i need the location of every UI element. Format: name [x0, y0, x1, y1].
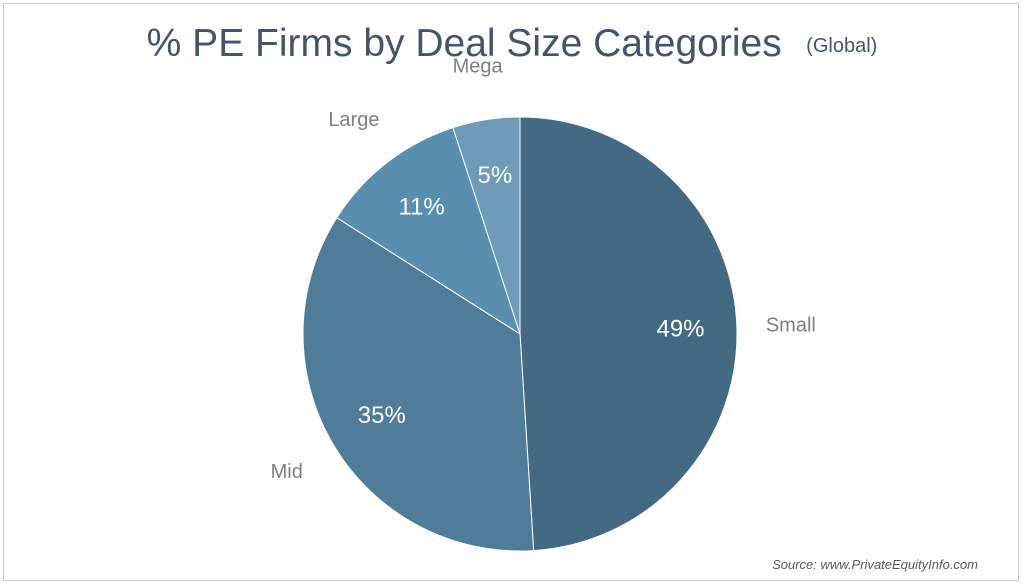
chart-title: % PE Firms by Deal Size Categories — [146, 22, 782, 65]
pie-slice-mid — [302, 217, 535, 552]
pie-labels: 49% Small 35% Mid 11% Large 5% Mega — [271, 55, 816, 483]
source-note: Source: www.PrivateEquityInfo.com — [772, 557, 978, 572]
slice-value-label-mega: 5% — [478, 162, 513, 189]
slice-value-label-large: 11% — [398, 194, 444, 221]
pie-slices — [302, 116, 738, 552]
chart-title-block: % PE Firms by Deal Size Categories (Glob… — [0, 22, 1024, 66]
slice-category-label-mid: Mid — [271, 461, 303, 483]
slice-category-label-large: Large — [328, 109, 379, 131]
slice-value-label-small: 49% — [656, 315, 704, 342]
slice-category-label-small: Small — [766, 314, 816, 336]
chart-subtitle: (Global) — [806, 35, 878, 57]
slice-value-label-mid: 35% — [358, 402, 406, 429]
pie-slice-mega — [452, 116, 521, 335]
pie-slice-small — [519, 116, 738, 552]
pie-slice-large — [336, 126, 521, 336]
slice-category-label-mega: Mega — [453, 55, 504, 77]
